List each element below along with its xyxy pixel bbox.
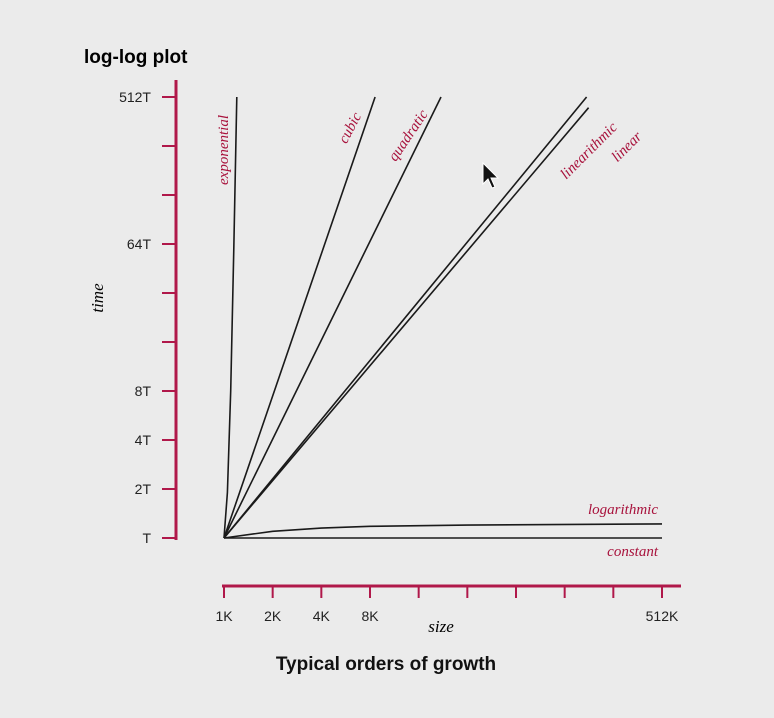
series-line-linearithmic — [223, 96, 588, 539]
series-label-quadratic: quadratic — [386, 107, 432, 165]
y-tick-label: 64T — [127, 236, 152, 252]
y-tick-label: 2T — [135, 481, 152, 497]
series-label-logarithmic: logarithmic — [588, 502, 658, 518]
series-lines — [223, 96, 663, 539]
series-label-exponential: exponential — [216, 115, 232, 185]
y-axis: T 2T 4T 8T 64T 512T — [119, 80, 178, 546]
x-axis: 1K 2K 4K 8K 512K — [215, 584, 681, 624]
mouse-cursor-icon — [482, 161, 500, 189]
series-line-logarithmic — [223, 523, 663, 539]
x-tick-label: 512K — [646, 608, 679, 624]
x-tick-label: 8K — [361, 608, 379, 624]
y-axis-label: time — [88, 283, 107, 313]
series-line-quadratic — [223, 96, 442, 539]
y-tick-label: 8T — [135, 383, 152, 399]
series-line-linear — [223, 107, 590, 539]
x-tick-label: 2K — [264, 608, 282, 624]
series-line-exponential — [223, 96, 238, 539]
x-tick-label: 4K — [313, 608, 331, 624]
series-label-constant: constant — [607, 544, 659, 560]
y-tick-label: T — [142, 530, 151, 546]
series-line-cubic — [223, 96, 376, 539]
series-labels: exponential cubic quadratic linearithmiclin… — [216, 107, 659, 560]
x-tick-label: 1K — [215, 608, 233, 624]
y-tick-label: 4T — [135, 432, 152, 448]
chart-title: log-log plot — [84, 47, 188, 68]
x-axis-label: size — [428, 617, 454, 636]
chart-caption: Typical orders of growth — [276, 654, 496, 675]
y-tick-label: 512T — [119, 89, 151, 105]
